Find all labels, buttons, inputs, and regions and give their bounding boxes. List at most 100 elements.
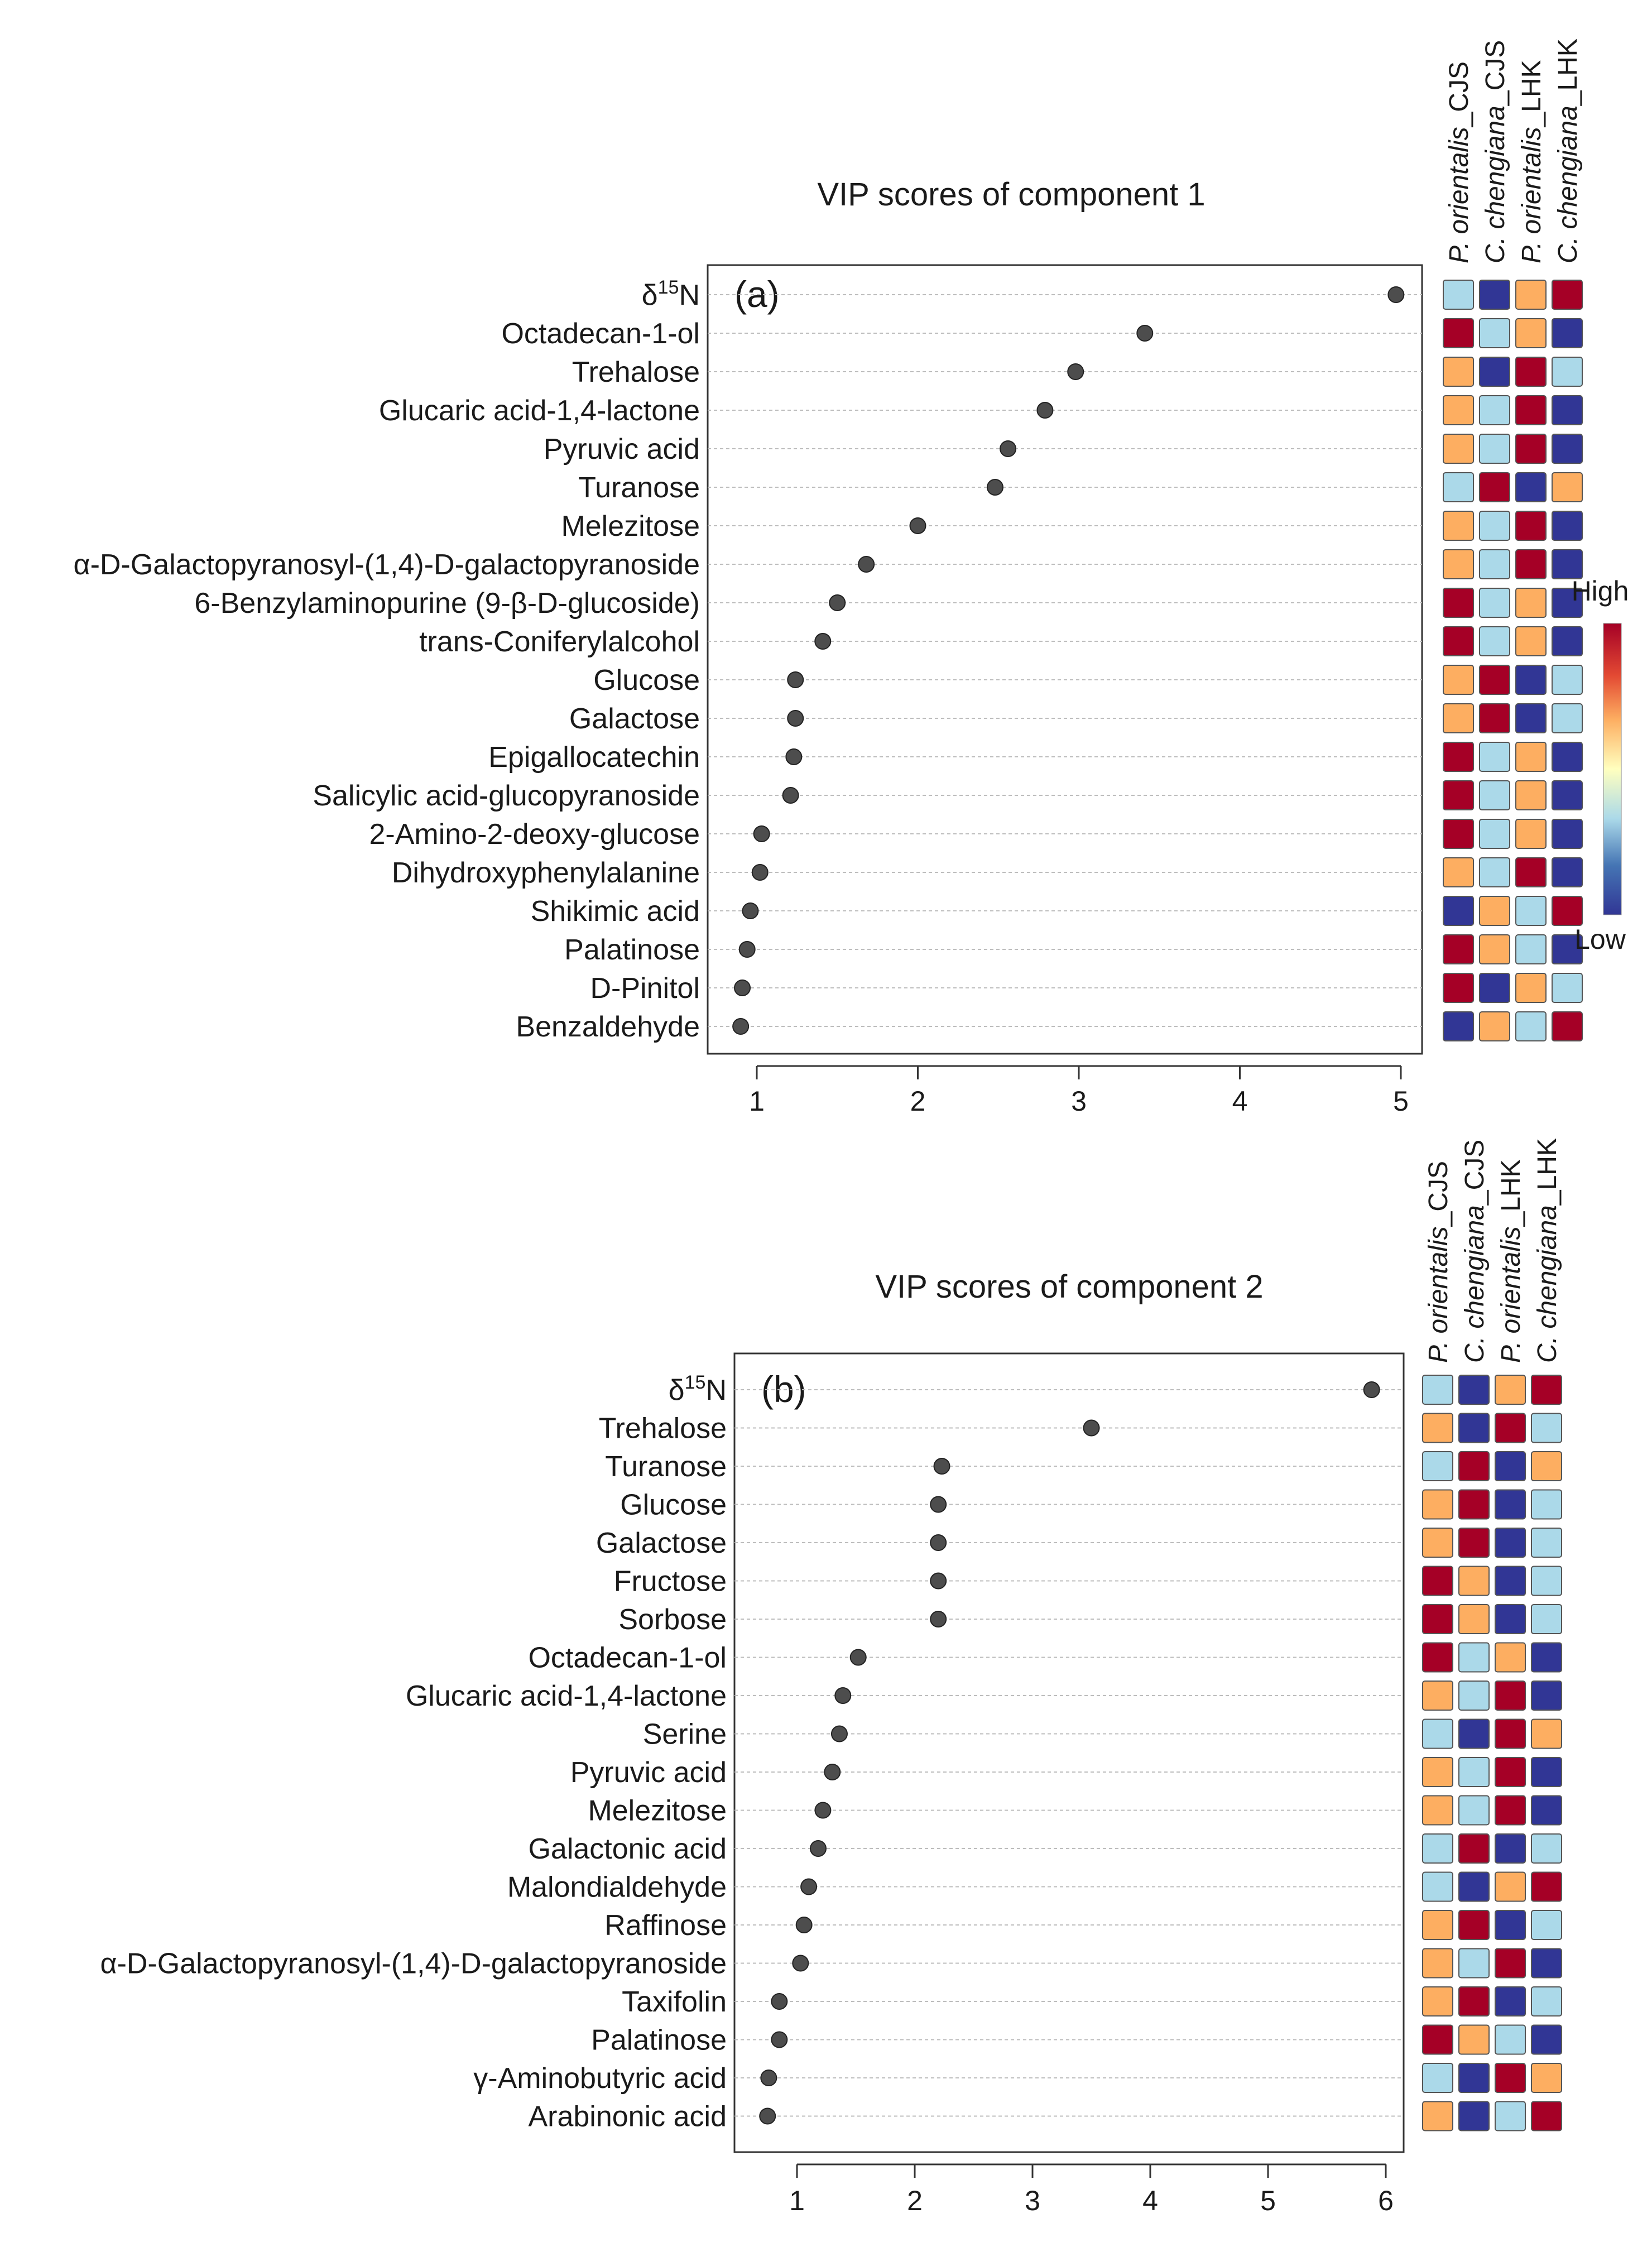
x-tick-label: 5 [1260,2185,1276,2216]
heat-cell [1422,1681,1453,1711]
heat-cell [1495,2101,1526,2131]
heat-cell [1458,1375,1490,1405]
heat-cell [1479,665,1510,695]
heat-cell [1458,1986,1490,2016]
feature-label: Galactonic acid [528,1833,727,1865]
heat-cell [1458,1757,1490,1787]
heat-cell [1552,588,1583,618]
heat-cell [1495,1718,1526,1749]
vip-point [792,1955,809,1972]
heat-cell [1458,1604,1490,1634]
feature-label: Serine [643,1718,727,1751]
heat-cell [1515,280,1547,310]
heat-cell [1479,819,1510,849]
panel-b-vip-component-2: VIP scores of component 2(b)δ15NTrehalos… [100,1138,1562,2216]
heat-cell [1479,973,1510,1003]
plot-frame [707,264,1423,1055]
heat-cell [1458,1451,1490,1481]
heat-cell [1443,857,1474,887]
heat-cell [1458,1413,1490,1443]
heat-cell [1495,2063,1526,2093]
feature-label: Malondialdehyde [507,1871,727,1904]
x-tick-label: 4 [1142,2185,1158,2216]
vip-point [1363,1381,1380,1398]
heat-cell [1443,357,1474,387]
feature-label: γ-Aminobutyric acid [473,2062,727,2095]
feature-label: Melezitose [561,510,700,542]
vip-point [986,479,1003,496]
heat-cell [1458,2024,1490,2055]
feature-label: D-Pinitol [590,972,700,1005]
feature-label: Epigallocatechin [488,741,700,774]
heat-cell [1443,472,1474,502]
panel-a-vip-component-1: VIP scores of component 1(a)δ15NOctadeca… [74,39,1583,1117]
heat-cell [1422,2063,1453,2093]
feature-label: α-D-Galactopyranosyl-(1,4)-D-galactopyra… [74,549,700,581]
heat-cell [1552,395,1583,425]
heat-cell [1552,742,1583,772]
group-label-c-chengiana-lhk: C. chengiana_LHK [1533,1138,1562,1363]
vip-point [809,1840,827,1857]
heat-cell [1495,1795,1526,1826]
heat-cell [1422,1757,1453,1787]
vip-point [759,2107,776,2125]
vip-point [1387,286,1405,303]
heat-cell [1458,1910,1490,1940]
heat-cell [1422,1833,1453,1864]
heat-cell [1495,1986,1526,2016]
vip-point [858,556,875,573]
vip-point [1083,1419,1100,1437]
heat-cell [1443,1011,1474,1041]
heat-cell [1479,549,1510,579]
heat-cell [1531,1871,1562,1902]
heat-cell [1479,857,1510,887]
heat-cell [1515,318,1547,348]
heat-legend-high-label: High [1572,575,1629,607]
heat-cell [1552,511,1583,541]
vip-point [933,1458,950,1475]
vip-point [732,1018,750,1035]
heat-cell [1495,1413,1526,1443]
heat-cell [1443,626,1474,656]
vip-point [734,980,751,996]
group-label-p-orientalis-cjs: P. orientalis_CJS [1424,1161,1453,1363]
heat-cell [1552,819,1583,849]
heat-cell [1515,703,1547,733]
heat-cell [1422,1528,1453,1558]
heat-cell [1552,780,1583,810]
heat-cell [1422,1566,1453,1596]
heat-cell [1495,1528,1526,1558]
heat-cell [1531,1528,1562,1558]
feature-label: δ15N [669,1372,727,1406]
heat-cell [1479,626,1510,656]
heat-cell [1479,318,1510,348]
heat-cell [1422,1795,1453,1826]
heat-cell [1495,2024,1526,2055]
heat-cell [1515,934,1547,964]
heat-cell [1422,1375,1453,1405]
heat-cell [1458,1833,1490,1864]
heat-cell [1515,1011,1547,1041]
heat-cell [1422,1948,1453,1979]
vip-point [787,671,804,688]
heat-cell [1422,1413,1453,1443]
group-label-p-orientalis-lhk: P. orientalis_LHK [1496,1159,1526,1363]
heat-cell [1495,1375,1526,1405]
heat-cell [1495,1910,1526,1940]
heat-cell [1443,780,1474,810]
heat-cell [1531,1948,1562,1979]
x-tick-label: 6 [1378,2185,1394,2216]
vip-point [834,1687,852,1704]
x-tick-label: 3 [1025,2185,1040,2216]
heat-cell [1531,2101,1562,2131]
vip-point [1067,363,1084,380]
feature-label: 2-Amino-2-deoxy-glucose [369,818,700,851]
heat-cell [1495,1604,1526,1634]
heat-cell [1515,511,1547,541]
heat-cell [1458,1489,1490,1520]
heat-cell [1552,318,1583,348]
feature-label: Raffinose [604,1909,727,1942]
feature-label: Palatinose [591,2024,727,2057]
heat-cell [1495,1489,1526,1520]
heat-cell [1552,896,1583,926]
